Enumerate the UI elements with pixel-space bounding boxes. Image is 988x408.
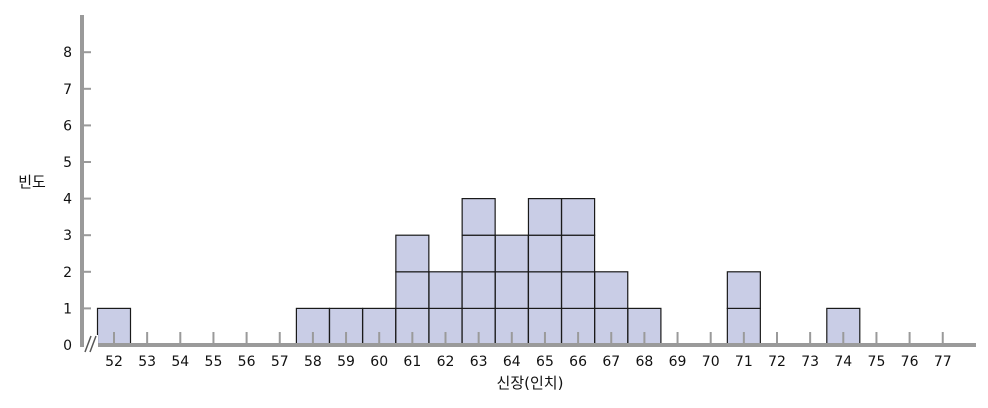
bar-unit-67: [594, 271, 629, 309]
y-ticks-group: 0 1 2 3 4 5 6 7 8: [63, 45, 91, 354]
y-tick-label: 5: [63, 155, 72, 171]
bar-unit-66: [560, 271, 596, 309]
x-tick-label: 53: [138, 354, 156, 370]
axis-break-mark: [84, 335, 98, 353]
y-tick-label: 4: [63, 192, 72, 208]
bar-unit-61: [395, 234, 430, 273]
y-axis-label: 빈도: [18, 173, 46, 191]
x-tick-label: 59: [337, 354, 355, 370]
x-tick-label: 69: [669, 354, 687, 370]
x-tick-label: 70: [702, 354, 720, 370]
x-tick-label: 73: [801, 354, 819, 370]
x-axis-label: 신장(인치): [497, 374, 564, 392]
y-tick-label: 6: [63, 118, 72, 134]
bar-unit-62: [428, 271, 463, 309]
x-tick-label: 54: [171, 354, 189, 370]
bars-group: [96, 198, 861, 346]
x-tick-label: 77: [934, 354, 952, 370]
x-tick-label: 68: [635, 354, 653, 370]
x-tick-label: 65: [536, 354, 554, 370]
bar-unit-63: [461, 234, 496, 273]
x-tick-label: 63: [470, 354, 488, 370]
bar-unit-61: [395, 271, 430, 309]
bar-unit-64: [494, 234, 529, 273]
y-tick-label: 8: [63, 45, 72, 61]
y-tick-label: 0: [63, 338, 72, 354]
x-tick-label: 66: [569, 354, 587, 370]
bar-unit-63: [461, 271, 496, 309]
y-tick-label: 7: [63, 82, 72, 98]
x-tick-label: 67: [602, 354, 620, 370]
bar-unit-71: [726, 271, 761, 309]
x-tick-label: 55: [205, 354, 223, 370]
x-tick-label: 71: [735, 354, 753, 370]
x-tick-label: 60: [370, 354, 388, 370]
x-tick-label: 57: [271, 354, 289, 370]
x-tick-label: 56: [238, 354, 256, 370]
x-tick-label: 76: [901, 354, 919, 370]
x-tick-label: 64: [503, 354, 521, 370]
bar-unit-66: [560, 234, 596, 273]
x-tick-label: 62: [437, 354, 455, 370]
bar-unit-64: [494, 271, 529, 309]
x-tick-label: 75: [868, 354, 886, 370]
y-tick-label: 2: [63, 265, 72, 281]
y-tick-label: 3: [63, 228, 72, 244]
y-tick-label: 1: [63, 301, 72, 317]
x-tick-label: 58: [304, 354, 322, 370]
bar-unit-66: [560, 198, 596, 236]
x-tick-label: 52: [105, 354, 123, 370]
x-tick-label: 72: [768, 354, 786, 370]
axis-break-slash: [84, 335, 92, 353]
x-ticks-group: 52 53 54 55 56 57 58 59 60 61 62 63 64 65 66 67 68 69 70 71…: [105, 332, 952, 370]
bar-unit-63: [461, 198, 496, 236]
axis-break-slash: [89, 335, 97, 353]
x-tick-label: 74: [834, 354, 852, 370]
x-tick-label: 61: [403, 354, 421, 370]
bar-unit-65: [527, 198, 563, 236]
axes-group: [80, 15, 976, 353]
bar-unit-65: [527, 271, 563, 309]
bar-unit-65: [527, 234, 563, 273]
